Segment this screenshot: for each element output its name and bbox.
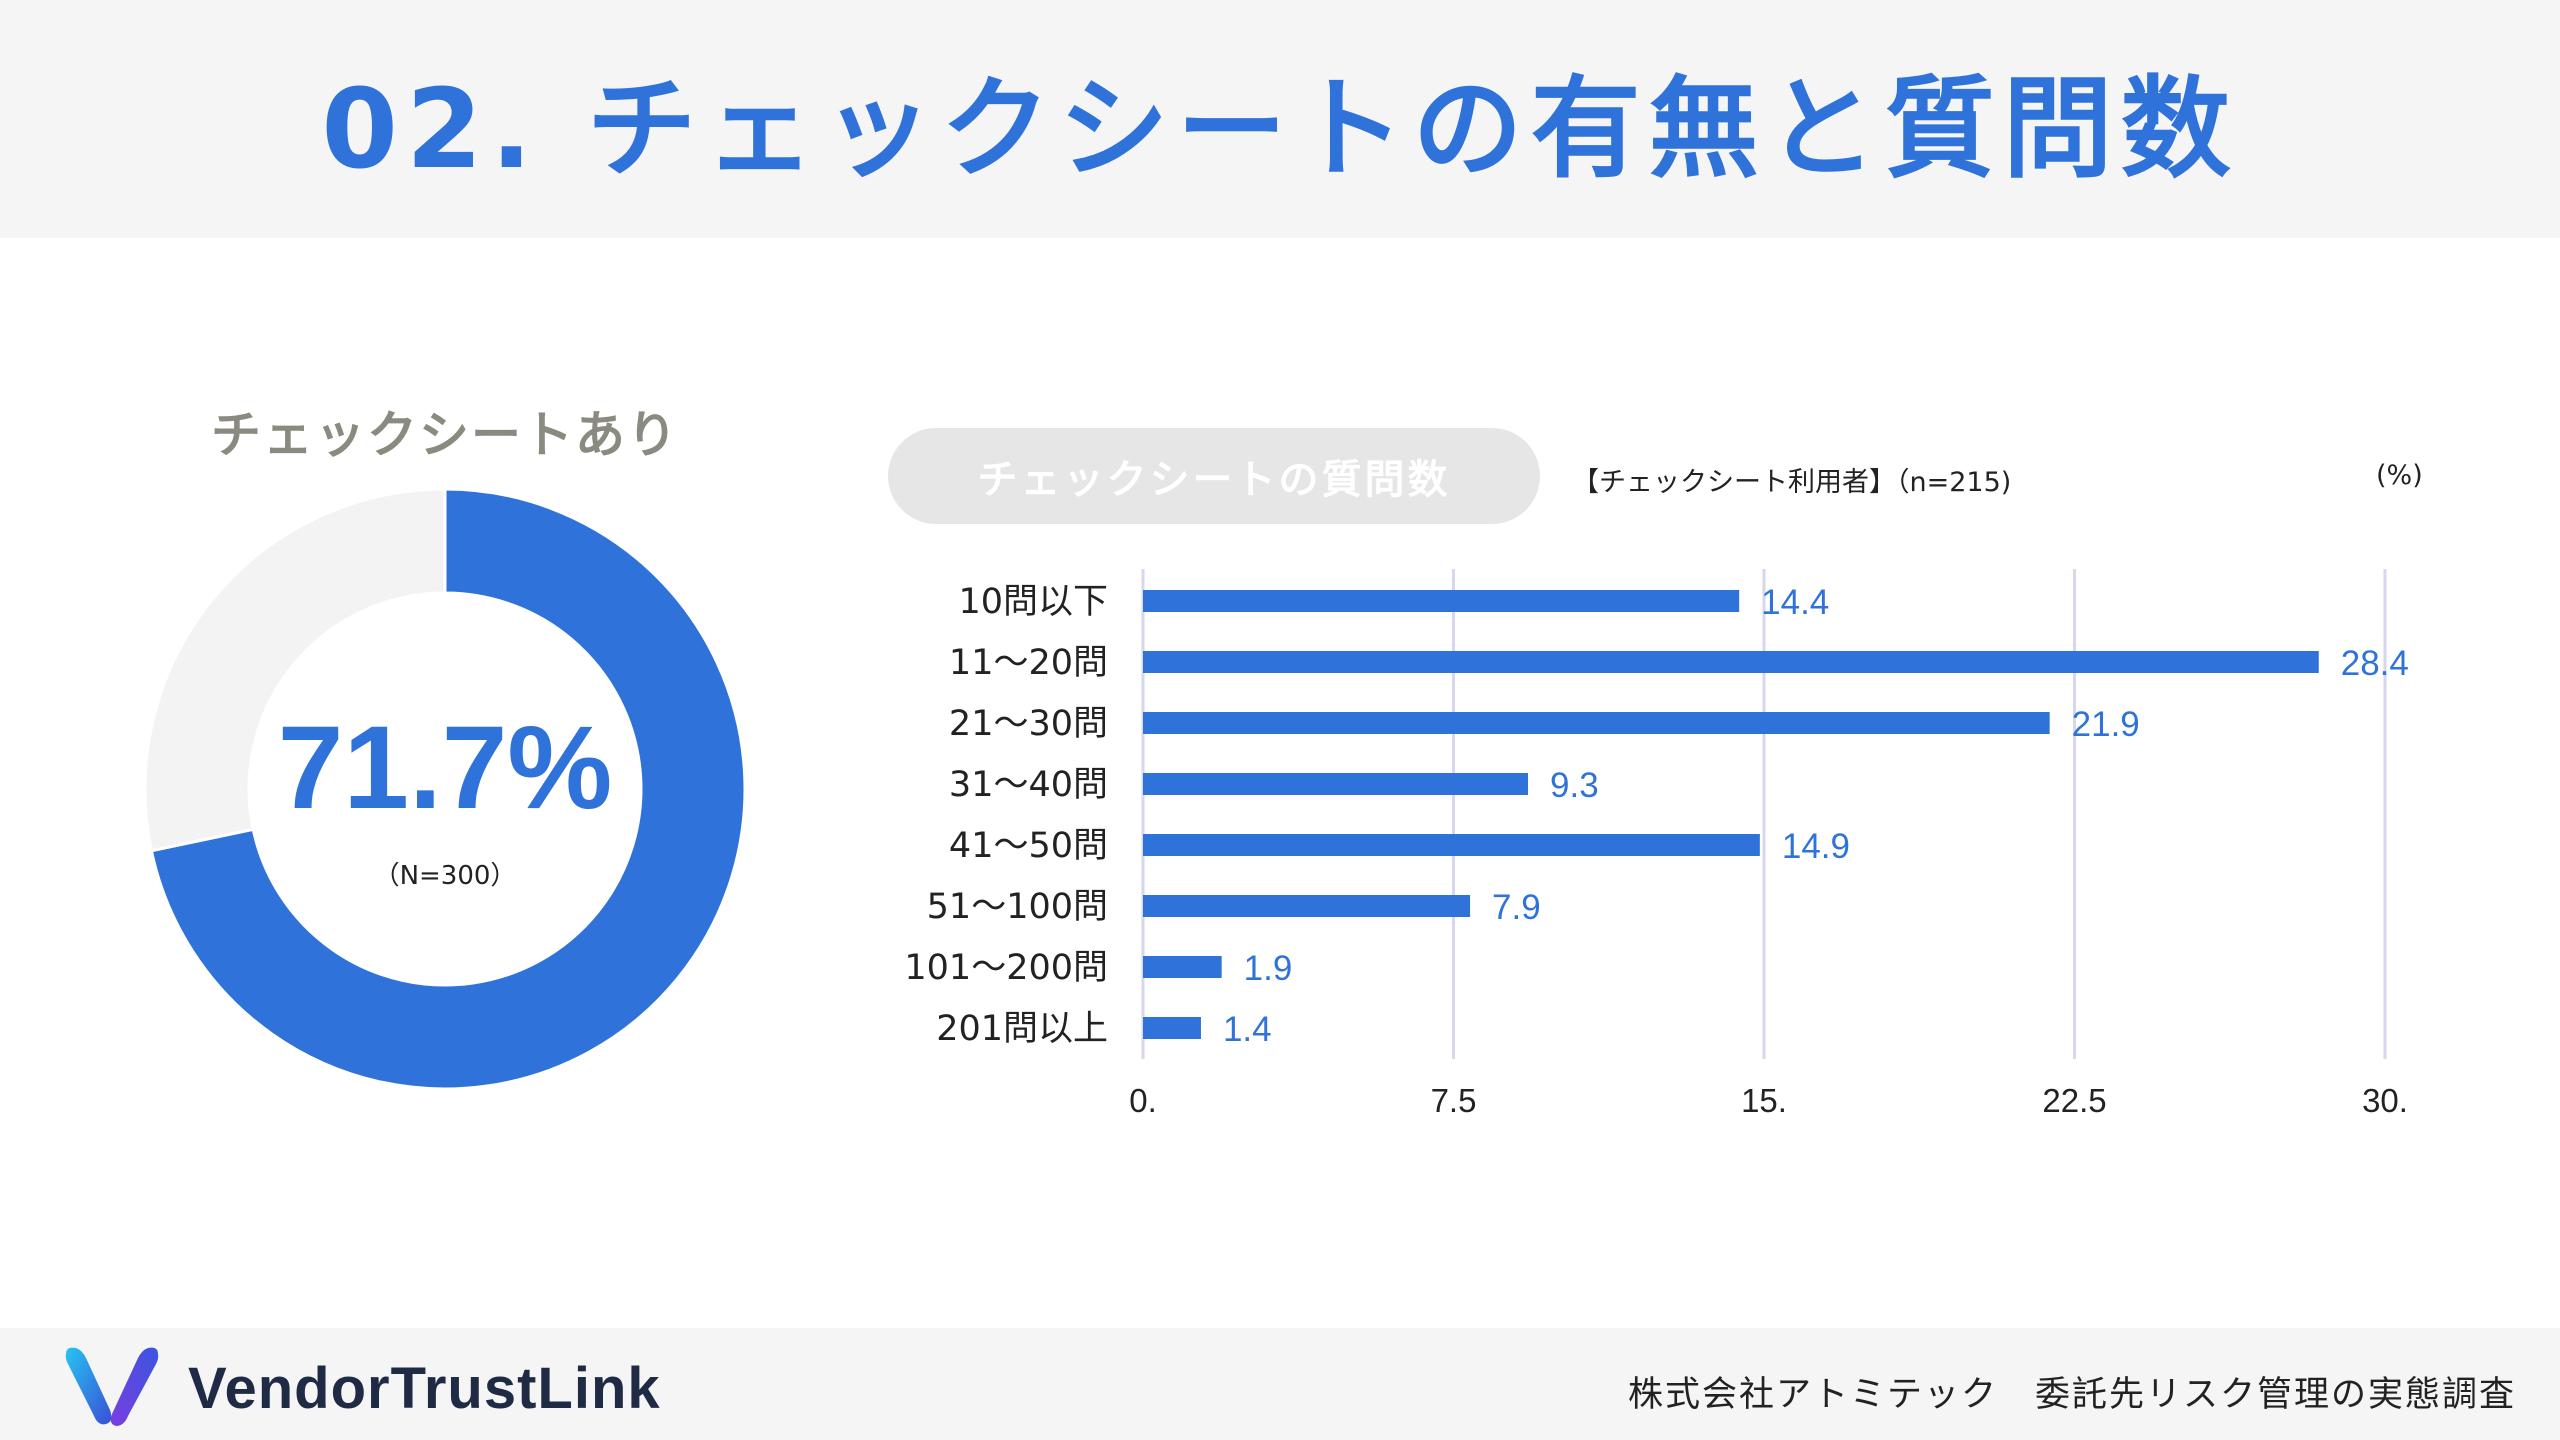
donut-title: チェックシートあり: [211, 406, 679, 464]
footer-company-text: 株式会社アトミテック 委託先リスク管理の実態調査: [1627, 1375, 2516, 1415]
footer-bar: [0, 1328, 2560, 1440]
bar: [1143, 712, 2050, 734]
bar: [1143, 651, 2319, 673]
x-tick-label: 0.: [1129, 1082, 1157, 1119]
category-label: 10問以下: [958, 582, 1108, 622]
bar-value-label: 14.9: [1782, 827, 1850, 866]
page-title: 02. チェックシートの有無と質問数: [321, 65, 2239, 193]
category-label: 101〜200問: [904, 948, 1108, 988]
bar-chart-subnote: 【チェックシート利用者】（n=215): [1572, 467, 2012, 498]
x-tick-label: 30.: [2362, 1082, 2408, 1119]
bar-value-label: 14.4: [1761, 583, 1829, 622]
donut-slice: [149, 487, 747, 1091]
bar-value-label: 28.4: [2341, 644, 2409, 683]
x-tick-label: 15.: [1741, 1082, 1787, 1119]
donut-chart: [143, 487, 747, 1091]
logo-text: VendorTrustLink: [188, 1356, 661, 1421]
bar: [1143, 590, 1740, 612]
logo-icon: [65, 1347, 159, 1426]
bar-value-label: 1.4: [1223, 1010, 1272, 1049]
bar-value-label: 7.9: [1492, 888, 1541, 927]
bar: [1143, 1017, 1201, 1039]
bar-chart-title: チェックシートの質問数: [977, 457, 1451, 503]
donut-slice: [143, 487, 447, 853]
bar-chart: 0. 7.5 15. 22.5 30. 10問以下 14.4 11〜20問 28.4 21〜30問…: [904, 569, 2409, 1119]
bar-value-label: 9.3: [1550, 766, 1599, 805]
category-label: 201問以上: [936, 1009, 1108, 1049]
category-label: 41〜50問: [949, 826, 1108, 866]
x-tick-label: 7.5: [1431, 1082, 1477, 1119]
bar-value-label: 1.9: [1244, 949, 1293, 988]
donut-sample-size: （N=300）: [373, 861, 517, 891]
bar-chart-title-pill: チェックシートの質問数: [888, 428, 1540, 524]
bar: [1143, 895, 1471, 917]
category-label: 51〜100問: [927, 887, 1108, 927]
category-label: 21〜30問: [949, 704, 1108, 744]
category-label: 31〜40問: [949, 765, 1108, 805]
bar-chart-unit: (%): [2376, 460, 2423, 491]
bar: [1143, 956, 1222, 978]
category-label: 11〜20問: [949, 643, 1108, 683]
bar-value-label: 21.9: [2072, 705, 2140, 744]
header-bar: 02. チェックシートの有無と質問数: [0, 0, 2560, 238]
bar: [1143, 773, 1529, 795]
donut-center-value: 71.7%: [277, 702, 613, 834]
bar: [1143, 834, 1760, 856]
x-tick-label: 22.5: [2042, 1082, 2106, 1119]
